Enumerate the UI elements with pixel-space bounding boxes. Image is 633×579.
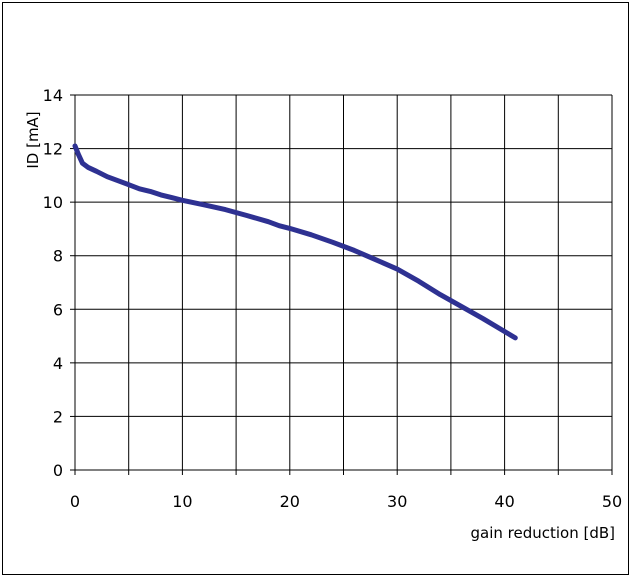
tick-labels: 0 10 20 30 40 50 0 2 4 6 8 10 12 14 bbox=[43, 86, 623, 511]
x-tick-label: 40 bbox=[494, 492, 514, 511]
y-tick-label: 6 bbox=[53, 300, 63, 319]
grid-lines bbox=[70, 94, 613, 475]
y-axis-label: ID [mA] bbox=[24, 111, 42, 168]
y-tick-label: 2 bbox=[53, 407, 63, 426]
series-group bbox=[72, 143, 518, 341]
x-tick-label: 20 bbox=[280, 492, 300, 511]
series-line bbox=[72, 143, 518, 341]
y-tick-label: 14 bbox=[43, 86, 63, 105]
x-axis-label: gain reduction [dB] bbox=[470, 524, 615, 542]
x-tick-label: 0 bbox=[70, 492, 80, 511]
y-tick-label: 4 bbox=[53, 354, 63, 373]
y-tick-label: 12 bbox=[43, 140, 63, 159]
x-tick-label: 10 bbox=[172, 492, 192, 511]
x-tick-label: 50 bbox=[602, 492, 622, 511]
x-tick-label: 30 bbox=[387, 492, 407, 511]
y-tick-label: 10 bbox=[43, 193, 63, 212]
y-tick-label: 8 bbox=[53, 247, 63, 266]
y-tick-label: 0 bbox=[53, 461, 63, 480]
